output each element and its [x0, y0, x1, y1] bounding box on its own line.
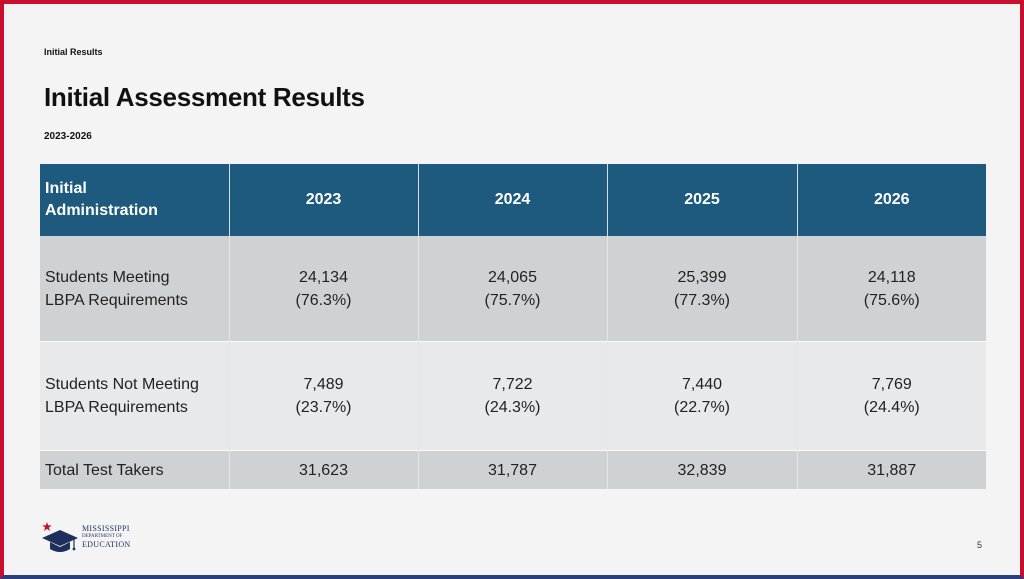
row-label-meeting: Students Meeting LBPA Requirements	[40, 236, 230, 342]
cell-percent: (75.7%)	[484, 291, 541, 309]
cell-not-meeting-2023: 7,489 (23.7%)	[229, 341, 419, 451]
cell-percent: (24.3%)	[484, 399, 541, 416]
cell-total-2023: 31,623	[229, 450, 419, 489]
cell-count: 24,134	[299, 268, 348, 286]
cell-total-2026: 31,887	[797, 450, 986, 489]
cell-meeting-2023: 24,134 (76.3%)	[229, 236, 419, 342]
cell-percent: (75.6%)	[863, 291, 920, 309]
cell-total-2025: 32,839	[607, 450, 798, 489]
breadcrumb: Initial Results	[44, 47, 103, 57]
cell-count: 25,399	[677, 268, 727, 286]
cell-percent: (24.4%)	[863, 399, 920, 416]
table-header-row: Initial Administration 2023 2024 2025 20…	[40, 164, 986, 236]
row-label-line1: Students Not Meeting	[45, 376, 199, 393]
row-label-line2: LBPA Requirements	[45, 399, 188, 416]
header-year-2026: 2026	[797, 164, 986, 236]
row-label-line2: LBPA Requirements	[45, 291, 188, 309]
logo-line2: DEPARTMENT OF	[82, 534, 123, 539]
logo-line1: MISSISSIPPI	[82, 524, 130, 533]
table-row-not-meeting: Students Not Meeting LBPA Requirements 7…	[40, 341, 986, 451]
graduation-cap-icon	[42, 522, 78, 552]
cell-percent: (23.7%)	[295, 399, 352, 416]
cell-count: 24,118	[867, 268, 916, 286]
header-year-2024: 2024	[418, 164, 608, 236]
logo-text: MISSISSIPPI DEPARTMENT OF EDUCATION	[82, 525, 130, 549]
cell-percent: (77.3%)	[673, 291, 731, 309]
header-initial-administration: Initial Administration	[40, 164, 230, 236]
cell-meeting-2025: 25,399 (77.3%)	[607, 236, 798, 342]
page-title: Initial Assessment Results	[44, 82, 365, 112]
logo-line3: EDUCATION	[82, 540, 131, 549]
cell-count: 7,489	[303, 376, 344, 393]
cell-meeting-2024: 24,065 (75.7%)	[418, 236, 608, 342]
row-label-line1: Students Meeting	[45, 268, 170, 286]
cell-meeting-2026: 24,118 (75.6%)	[797, 236, 986, 342]
slide: Initial Results Initial Assessment Resul…	[10, 10, 1020, 575]
row-label-not-meeting: Students Not Meeting LBPA Requirements	[40, 341, 230, 451]
cell-count: 7,769	[871, 376, 912, 393]
mde-logo: MISSISSIPPI DEPARTMENT OF EDUCATION	[40, 520, 140, 556]
cell-count: 24,065	[488, 268, 537, 286]
header-year-2025: 2025	[607, 164, 798, 236]
row-label-total: Total Test Takers	[40, 450, 230, 489]
page-number: 5	[977, 540, 983, 550]
cell-percent: (76.3%)	[295, 291, 352, 309]
cell-count: 7,440	[681, 376, 723, 393]
cell-count: 7,722	[492, 376, 533, 393]
cell-total-2024: 31,787	[418, 450, 608, 489]
table-row-total: Total Test Takers 31,623 31,787 32,839 3…	[40, 450, 986, 489]
table-row-meeting: Students Meeting LBPA Requirements 24,13…	[40, 236, 986, 342]
cell-percent: (22.7%)	[673, 399, 731, 416]
header-year-2023: 2023	[229, 164, 419, 236]
header-label-line2: Administration	[45, 202, 158, 219]
page-subtitle: 2023-2026	[44, 131, 92, 142]
cell-not-meeting-2025: 7,440 (22.7%)	[607, 341, 798, 451]
results-table: Initial Administration 2023 2024 2025 20…	[40, 164, 986, 489]
cell-not-meeting-2024: 7,722 (24.3%)	[418, 341, 608, 451]
star-icon	[42, 522, 52, 531]
header-label-line1: Initial	[45, 180, 87, 197]
cell-not-meeting-2026: 7,769 (24.4%)	[797, 341, 986, 451]
